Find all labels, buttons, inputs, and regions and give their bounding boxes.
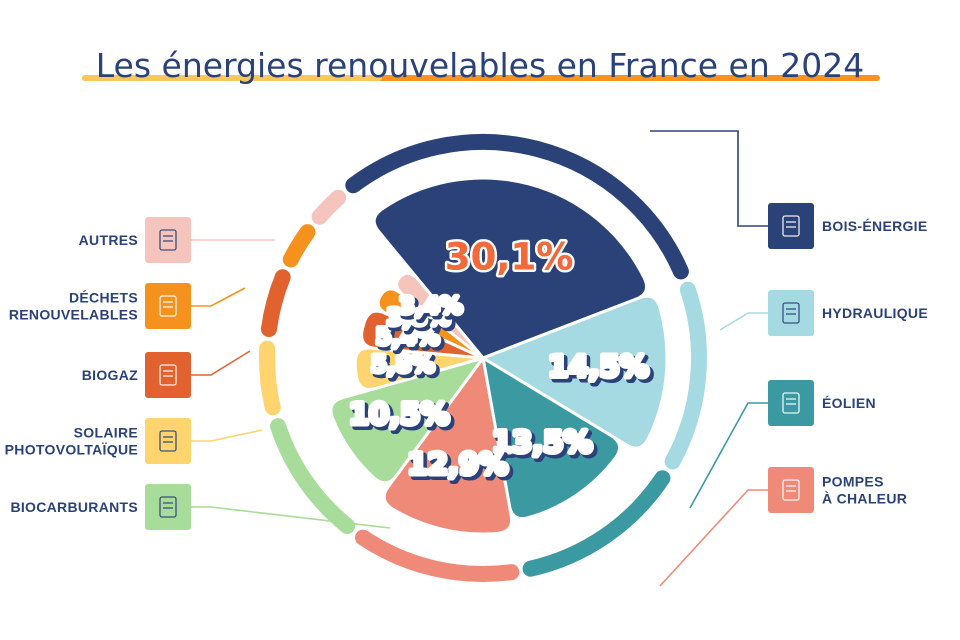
value-label-shadow-eolien: 13,5%	[495, 428, 596, 462]
value-label-shadow-biocarburants: 10,5%	[352, 400, 453, 434]
ring-segment-solaire-photovoltaique	[259, 340, 281, 416]
legend-label-bois-energie: BOIS-ÉNERGIE	[822, 218, 928, 234]
value-label-text-autres: 3,4%	[399, 293, 463, 319]
value-label-shadow-autres: 3,4%	[402, 296, 466, 322]
dam-icon	[768, 290, 814, 336]
slice-hydraulique	[481, 294, 669, 450]
fuel-pump-icon	[145, 484, 191, 530]
value-label-shadow-pompes-a-chaleur: 12,9%	[411, 450, 512, 484]
slice-pompes-a-chaleur	[382, 356, 514, 536]
connector-eolien	[689, 402, 768, 509]
value-label-shadow-biogaz: 5,4%	[379, 328, 443, 354]
value-label-text-solaire-photovoltaique: 5,8%	[371, 352, 435, 378]
value-label-shadow-hydraulique: 14,5%	[551, 352, 652, 386]
legend-icons	[145, 203, 814, 530]
ring-segment-dechets-renouvelables	[282, 224, 316, 268]
slice-autres	[395, 271, 485, 360]
heat-pump-icon-glyph	[782, 479, 800, 501]
wood-stove-icon	[768, 203, 814, 249]
value-labels: 30,1%30,1%30,1%14,5%14,5%14,5%13,5%13,5%…	[346, 233, 654, 487]
connector-pompes-a-chaleur	[659, 489, 768, 587]
wind-turbine-icon-glyph	[782, 392, 800, 414]
value-label-bois-energie: 30,1%	[445, 235, 573, 278]
ring-segment-eolien	[522, 470, 671, 577]
value-label-hydraulique: 14,5%	[548, 349, 649, 383]
title-underline-left-fade	[82, 75, 382, 81]
slice-biocarburants	[329, 356, 485, 485]
value-label-shadow-bois-energie: 30,1%	[448, 238, 576, 281]
outer-ring	[259, 134, 707, 582]
chart-title: Les énergies renouvelables en France en …	[82, 46, 880, 85]
legend-label-eolien: ÉOLIEN	[822, 395, 876, 411]
wood-stove-icon-glyph	[782, 215, 800, 237]
flame-icon-glyph	[159, 364, 177, 386]
pie-slices	[329, 176, 669, 536]
value-label-text-biocarburants: 10,5%	[349, 397, 450, 431]
slice-solaire-photovoltaique	[353, 346, 485, 391]
legend-labels: BOIS-ÉNERGIE HYDRAULIQUE ÉOLIEN POMPES À CHA…	[5, 218, 928, 515]
slice-eolien	[481, 356, 622, 520]
dam-icon-glyph	[782, 302, 800, 324]
ring-segment-biogaz	[260, 269, 291, 338]
legend-label-pompes-a-chaleur: POMPES À CHALEUR	[822, 474, 907, 507]
value-label-text-biogaz: 5,4%	[376, 325, 440, 351]
recycle-bin-icon	[145, 283, 191, 329]
value-label-text-bois-energie: 30,1%	[445, 235, 573, 278]
legend-label-autres: AUTRES	[79, 232, 138, 248]
fuel-pump-icon-glyph	[159, 496, 177, 518]
value-label-biocarburants: 10,5%	[349, 397, 450, 431]
ring-segment-autres	[311, 189, 347, 225]
slice-biogaz	[360, 309, 485, 360]
slice-bois-energie	[372, 176, 648, 360]
value-label-shadow-dechets-renouvelables: 3,8%	[390, 308, 454, 334]
heat-pump-icon	[768, 467, 814, 513]
value-label-text-eolien: 13,5%	[492, 425, 593, 459]
ring-segment-pompes-a-chaleur	[354, 529, 520, 582]
legend-label-hydraulique: HYDRAULIQUE	[822, 305, 928, 321]
connector-lines	[191, 130, 768, 587]
ring-segment-bois-energie	[345, 134, 689, 280]
wind-turbine-icon	[768, 380, 814, 426]
ring-segment-hydraulique	[664, 281, 707, 470]
connector-solaire-photovoltaique	[191, 429, 263, 442]
value-label-text-hydraulique: 14,5%	[548, 349, 649, 383]
connector-hydraulique	[719, 312, 768, 331]
ring-segment-biocarburants	[270, 418, 356, 534]
chart-title-text: Les énergies renouvelables en France en …	[96, 46, 865, 85]
legend-label-biogaz: BIOGAZ	[82, 367, 138, 383]
solar-panel-icon-glyph	[159, 430, 177, 452]
flame-icon	[145, 352, 191, 398]
connector-dechets-renouvelables	[191, 287, 246, 307]
list-icon-glyph	[159, 229, 177, 251]
list-icon	[145, 217, 191, 263]
legend-label-biocarburants: BIOCARBURANTS	[10, 499, 138, 515]
value-label-autres: 3,4%	[399, 293, 463, 319]
recycle-bin-icon-glyph	[159, 295, 177, 317]
value-label-text-pompes-a-chaleur: 12,9%	[408, 447, 509, 481]
value-label-text-dechets-renouvelables: 3,8%	[387, 305, 451, 331]
slice-dechets-renouvelables	[376, 287, 485, 360]
value-label-shadow-solaire-photovoltaique: 5,8%	[374, 355, 438, 381]
solar-panel-icon	[145, 418, 191, 464]
legend-label-dechets-renouvelables: DÉCHETS RENOUVELABLES	[9, 290, 138, 323]
legend-label-solaire-photovoltaique: SOLAIRE PHOTOVOLTAÏQUE	[5, 425, 138, 458]
value-label-pompes-a-chaleur: 12,9%	[408, 447, 509, 481]
connector-bois-energie	[650, 130, 768, 227]
connector-biogaz	[191, 350, 251, 376]
value-label-dechets-renouvelables: 3,8%	[387, 305, 451, 331]
value-label-biogaz: 5,4%	[376, 325, 440, 351]
value-label-eolien: 13,5%	[492, 425, 593, 459]
value-label-solaire-photovoltaique: 5,8%	[371, 352, 435, 378]
connector-biocarburants	[191, 506, 391, 529]
